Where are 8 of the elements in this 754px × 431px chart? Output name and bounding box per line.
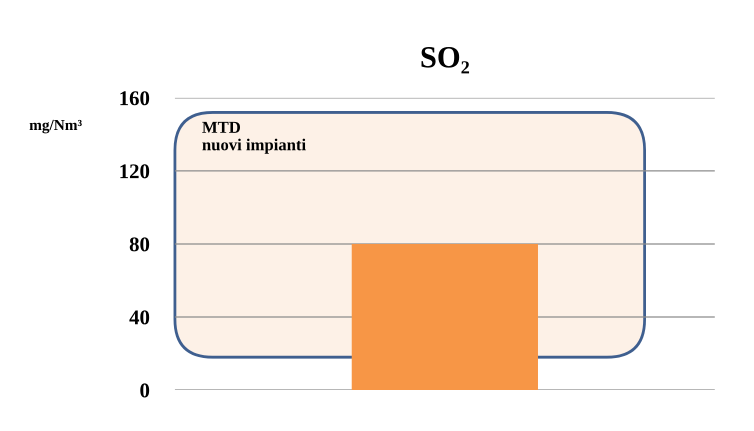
- y-tick-label: 120: [120, 164, 150, 178]
- chart-title: SO₂: [422, 47, 470, 74]
- y-tick-label: 160: [120, 91, 150, 106]
- y-axis-title: mg/Nm³: [30, 120, 82, 134]
- band-label: MTD nuovi impianti: [202, 122, 306, 154]
- y-tick-label: 0: [140, 383, 150, 398]
- y-tick-label: 40: [129, 310, 150, 324]
- y-tick-label: 80: [130, 237, 150, 252]
